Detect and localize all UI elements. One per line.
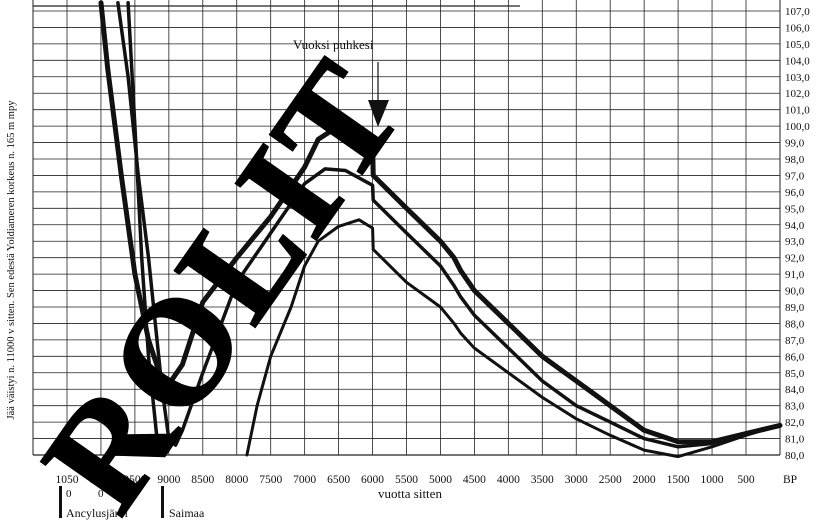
x-tick-label-2: 9500: [123, 474, 146, 486]
annotation-arrow-head: [368, 100, 389, 127]
x-tick-label-16: 2500: [599, 474, 622, 486]
y-tick-label-27: 107,0: [785, 6, 810, 18]
y-tick-label-0: 80,0: [785, 450, 805, 462]
x-tick-labels: 1050 1000 9500 9000 8500 8000 7500 7000 6500 6000…: [56, 474, 755, 486]
y-tick-label-24: 104,0: [785, 55, 810, 67]
y-tick-label-9: 89,0: [785, 302, 805, 314]
y-tick-label-18: 98,0: [785, 154, 805, 166]
x-tick-label-11: 5000: [429, 474, 452, 486]
x-tick-label-18: 1500: [667, 474, 690, 486]
y-axis-label: Jää väistyi n. 11000 v sitten. Sen edest…: [6, 100, 17, 420]
legend-code-1: 0: [66, 488, 72, 500]
x-tick-label-20: 500: [737, 474, 755, 486]
legend-marker-saimaa: [161, 486, 164, 518]
legend-label-ancylusjarvi: Ancylusjärvi: [66, 506, 129, 520]
x-tick-label-13: 4000: [497, 474, 520, 486]
y-tick-label-11: 91,0: [785, 269, 805, 281]
x-tick-label-7: 7000: [293, 474, 316, 486]
x-tick-label-4: 8500: [191, 474, 214, 486]
x-tick-label-0: 1050: [56, 474, 79, 486]
y-tick-label-20: 100,0: [785, 121, 810, 133]
x-tick-label-15: 3000: [565, 474, 588, 486]
x-tick-label-8: 6500: [327, 474, 350, 486]
grid: [32, 0, 781, 456]
series-line-4: [245, 218, 782, 459]
y-tick-label-23: 103,0: [785, 72, 810, 84]
legend-marker-ancylusjarvi: [59, 486, 62, 518]
x-tick-label-10: 5500: [395, 474, 418, 486]
series-layer: [98, 0, 783, 459]
y-tick-label-8: 88,0: [785, 318, 805, 330]
x-axis-label: vuotta sitten: [378, 486, 442, 501]
y-tick-label-1: 81,0: [785, 434, 805, 446]
legend-label-saimaa: Saimaa: [169, 506, 205, 520]
y-tick-label-15: 95,0: [785, 203, 805, 215]
y-tick-labels: 80,0 81,0 82,0 83,0 84,0 85,0 86,0 87,0 88,0 89,0…: [785, 6, 810, 462]
x-tick-label-9: 6000: [361, 474, 384, 486]
x-tick-label-1: 1000: [89, 474, 112, 486]
x-tick-label-12: 4500: [463, 474, 486, 486]
series-line-3: [126, 1, 161, 457]
y-tick-label-17: 97,0: [785, 170, 805, 182]
series-line-2: [116, 1, 782, 449]
y-tick-label-14: 94,0: [785, 220, 805, 232]
y-tick-label-25: 105,0: [785, 39, 810, 51]
x-unit-label: BP: [783, 474, 797, 486]
y-tick-label-12: 92,0: [785, 253, 805, 265]
x-tick-label-14: 3500: [531, 474, 554, 486]
y-tick-label-19: 99,0: [785, 138, 805, 150]
y-tick-label-5: 85,0: [785, 368, 805, 380]
legend: 0 0 Ancylusjärvi Saimaa: [59, 486, 205, 520]
y-tick-label-6: 86,0: [785, 351, 805, 363]
x-tick-label-5: 8000: [225, 474, 248, 486]
annotation-vuoksi-puhkesi: Vuoksi puhkesi: [293, 37, 374, 52]
y-tick-label-4: 84,0: [785, 384, 805, 396]
y-tick-label-22: 102,0: [785, 88, 810, 100]
y-tick-label-3: 83,0: [785, 401, 805, 413]
x-tick-label-17: 2000: [633, 474, 656, 486]
x-tick-label-19: 1000: [701, 474, 724, 486]
x-tick-label-6: 7500: [259, 474, 282, 486]
x-tick-label-3: 9000: [157, 474, 180, 486]
y-tick-label-13: 93,0: [785, 236, 805, 248]
y-tick-label-16: 96,0: [785, 187, 805, 199]
y-tick-label-2: 82,0: [785, 417, 805, 429]
y-tick-label-26: 106,0: [785, 22, 810, 34]
y-tick-label-10: 90,0: [785, 286, 805, 298]
y-tick-label-21: 101,0: [785, 105, 810, 117]
y-tick-label-7: 87,0: [785, 335, 805, 347]
legend-code-2: 0: [98, 488, 104, 500]
